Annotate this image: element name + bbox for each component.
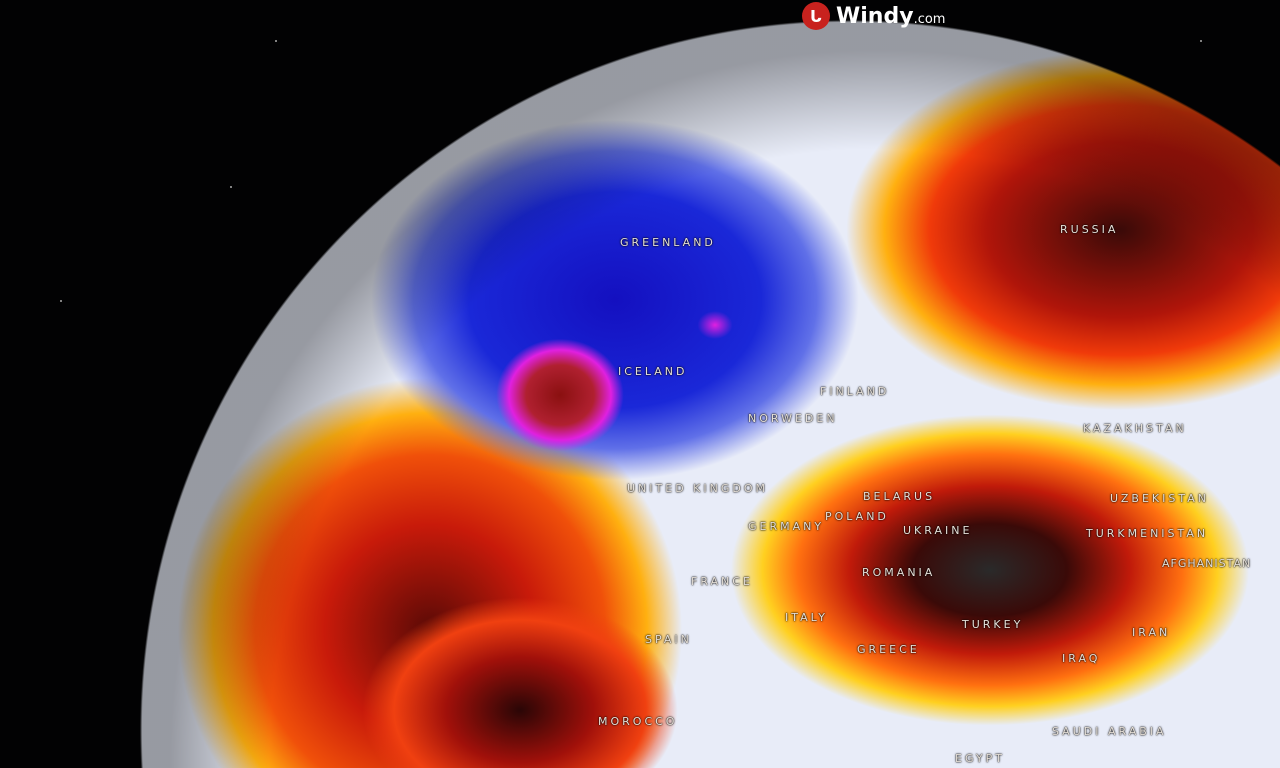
label-france: FRANCE [691,575,753,588]
label-egypt: EGYPT [955,752,1005,765]
label-saudi-arabia: SAUDI ARABIA [1052,725,1167,738]
label-finland: FINLAND [820,385,890,398]
label-poland: POLAND [825,510,889,523]
label-belarus: BELARUS [863,490,936,503]
label-kazakhstan: KAZAKHSTAN [1083,422,1187,435]
globe-weather-map[interactable] [140,20,1280,768]
label-turkmenistan: TURKMENISTAN [1086,527,1209,540]
warm-region-south [140,20,1280,768]
brand-name: Windy [836,3,914,29]
label-greece: GREECE [857,643,920,656]
label-germany: GERMANY [748,520,825,533]
label-norweden: NORWEDEN [748,412,838,425]
label-italy: ITALY [785,611,829,624]
label-turkey: TURKEY [962,618,1024,631]
label-romania: ROMANIA [862,566,936,579]
label-russia: RUSSIA [1060,223,1119,236]
label-afghanistan: AFGHANISTAN [1162,557,1252,570]
windy-logo-text: Windy.com [836,4,945,29]
label-united-kingdom: UNITED KINGDOM [627,482,768,495]
label-iceland: ICELAND [618,365,688,378]
label-spain: SPAIN [645,633,692,646]
label-iraq: IRAQ [1062,652,1101,665]
globe-shading [140,20,1280,768]
brand-suffix: .com [913,11,946,27]
windy-logo-icon: ᒐ [802,2,830,30]
label-uzbekistan: UZBEKISTAN [1110,492,1209,505]
windy-logo[interactable]: ᒐ Windy.com [802,2,945,30]
label-iran: IRAN [1132,626,1171,639]
label-ukraine: UKRAINE [903,524,973,537]
label-morocco: MOROCCO [598,715,678,728]
label-greenland: GREENLAND [620,236,716,249]
star [60,300,62,302]
